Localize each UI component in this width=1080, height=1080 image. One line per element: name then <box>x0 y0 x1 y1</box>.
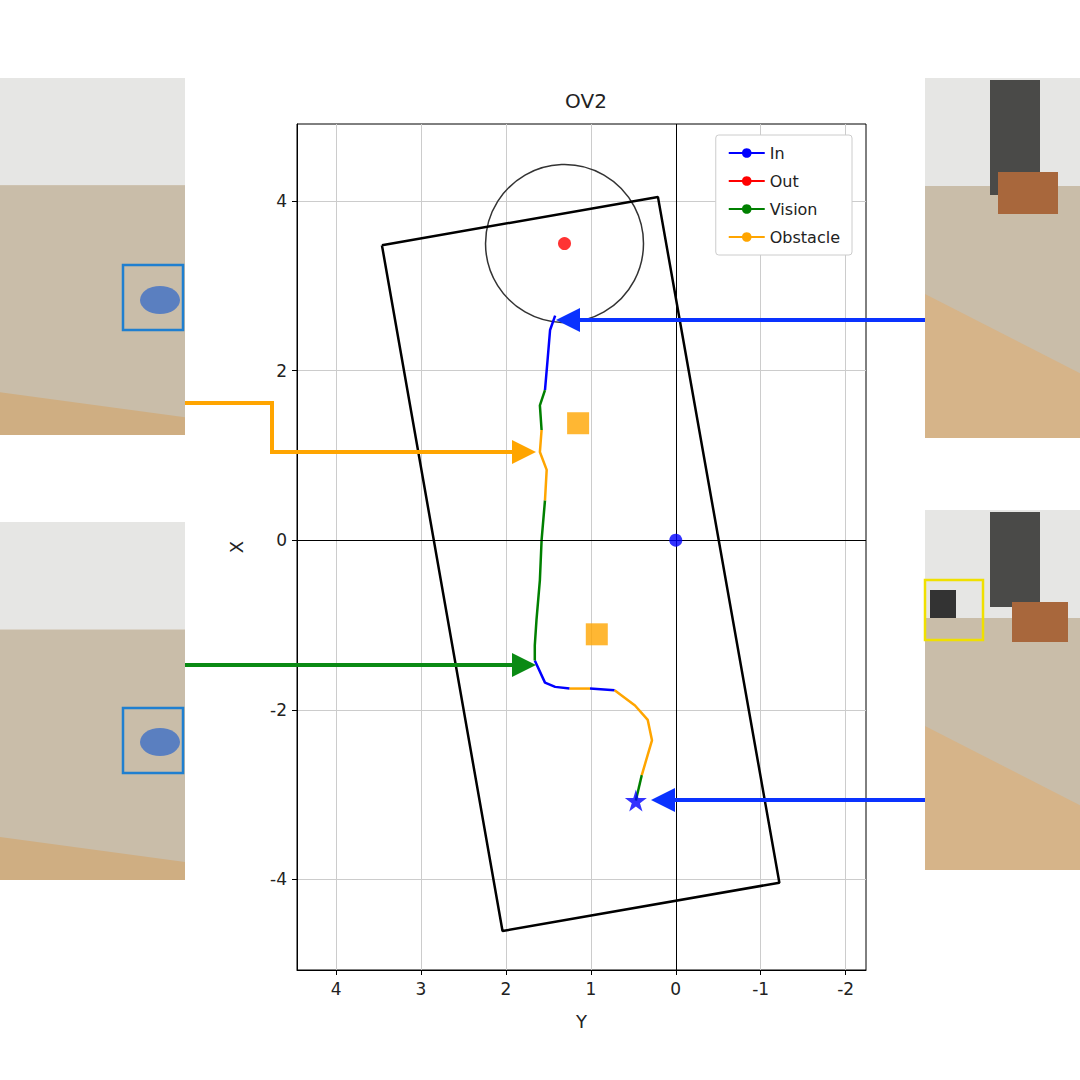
svg-text:Out: Out <box>770 172 799 191</box>
svg-text:Vision: Vision <box>770 200 818 219</box>
svg-text:1: 1 <box>585 979 596 999</box>
svg-text:4: 4 <box>276 191 287 211</box>
svg-text:OV2: OV2 <box>565 89 607 113</box>
svg-text:-2: -2 <box>837 979 854 999</box>
svg-text:Y: Y <box>575 1011 588 1032</box>
svg-text:4: 4 <box>331 979 342 999</box>
svg-text:-4: -4 <box>270 869 287 889</box>
svg-text:3: 3 <box>416 979 427 999</box>
svg-text:0: 0 <box>670 979 681 999</box>
svg-text:2: 2 <box>276 361 287 381</box>
svg-text:-2: -2 <box>270 700 287 720</box>
svg-text:2: 2 <box>501 979 512 999</box>
svg-text:0: 0 <box>276 530 287 550</box>
svg-text:Obstacle: Obstacle <box>770 228 840 247</box>
svg-text:X: X <box>226 541 247 553</box>
svg-text:-1: -1 <box>752 979 769 999</box>
svg-text:In: In <box>770 144 785 163</box>
